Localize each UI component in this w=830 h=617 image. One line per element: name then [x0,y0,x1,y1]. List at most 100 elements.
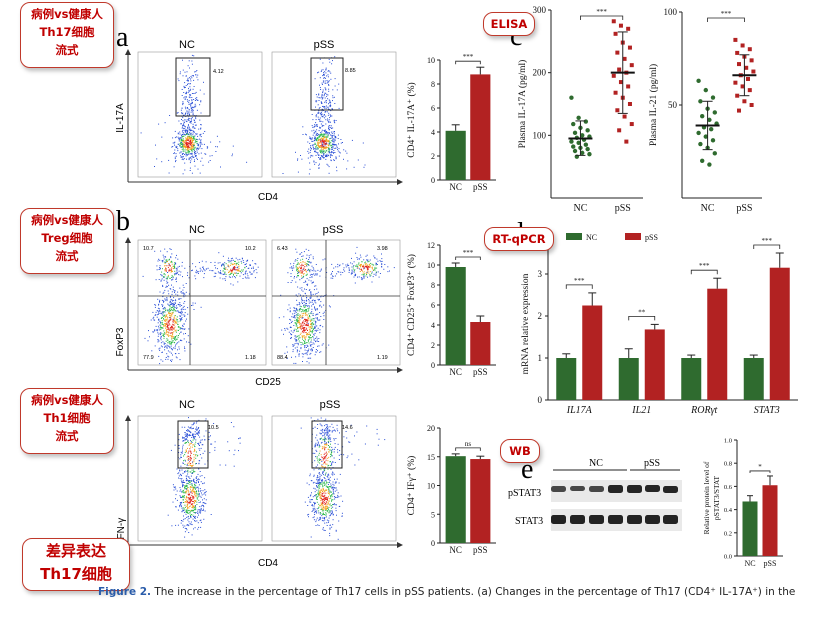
flow-dot [369,271,371,273]
flow-dot [333,473,335,475]
flow-dot [332,147,334,149]
flow-dot [238,266,240,268]
flow-dot [228,276,230,278]
flow-dot [329,446,331,448]
flow-dot [297,266,299,268]
flow-dot [331,423,333,425]
flow-dot [187,139,189,141]
flow-dot [340,142,342,144]
flow-dot [188,507,190,509]
flow-dot [177,272,179,274]
flow-dot [228,257,229,259]
flow-dot [317,445,319,447]
y-tick-label: 0 [431,361,435,370]
flow-dot [169,277,171,279]
flow-dot [384,264,386,265]
flow-dot [228,260,230,262]
flow-dot [317,153,319,155]
flow-dot [252,267,254,269]
flow-dot [179,318,181,320]
flow-dot [187,307,189,309]
flow-dot [333,448,335,450]
flow-dot [320,504,322,506]
flow-dot [330,110,332,112]
flow-dot [184,328,186,330]
flow-dot [325,100,327,102]
flow-dot [238,268,240,270]
flow-dot [184,459,186,461]
flow-dot [234,260,236,262]
flow-dot [313,129,315,131]
flow-dot [185,75,187,77]
flow-dot [334,131,335,132]
flow-dot [187,147,188,149]
flow-dot [180,474,182,476]
flow-dot [311,305,313,307]
flow-dot [189,126,190,128]
flow-dot [153,316,155,318]
flow-dot [167,324,169,326]
flow-dot [325,502,327,504]
flow-dot [210,514,212,515]
flow-dot [317,72,318,74]
flow-dot [158,279,160,280]
flow-dot [167,290,169,292]
flow-dot [228,265,230,267]
flow-dot [198,526,200,528]
flow-dot [188,87,189,89]
flow-dot [190,459,192,461]
flow-dot [190,156,192,158]
flow-dot [247,277,249,279]
flow-dot [366,268,368,270]
flow-dot [314,306,315,308]
flow-dot [310,501,312,503]
flow-dot [314,151,315,153]
flow-dot [197,431,199,433]
flow-dot [188,501,190,503]
flow-dot [185,501,187,503]
flow-dot [164,273,165,275]
flow-dot [175,356,177,358]
flow-dot [161,352,163,353]
flow-dot [181,491,183,493]
flow-dot [326,508,327,510]
flow-dot [160,279,162,281]
flow-dot [182,159,184,161]
flow-dot [304,263,306,265]
flow-dot [195,441,197,443]
flow-dot [314,130,316,132]
flow-dot [164,262,166,263]
flow-dot [175,300,177,302]
flow-dot [180,137,182,139]
flow-dot [317,442,319,444]
flow-dot [331,495,333,497]
flow-dot [329,155,331,157]
flow-dot [339,264,341,266]
flow-dot [326,511,328,513]
flow-dot [331,134,333,136]
flow-dot [372,276,374,278]
flow-dot [186,503,188,505]
flow-dot [186,524,188,526]
flow-dot [299,333,301,335]
flow-dot [174,330,176,332]
flow-dot [172,276,174,278]
flow-dot [315,100,317,102]
flow-dot [318,492,320,494]
flow-dot [308,318,310,320]
flow-dot [193,150,195,152]
flow-dot [184,426,186,428]
flow-dot [361,269,363,271]
x-tick-label: NC [449,367,462,377]
flow-dot [195,278,197,280]
flow-dot [324,136,326,138]
flow-dot [212,270,214,272]
flow-dot [163,301,165,302]
flow-dot [185,283,187,284]
flow-dot [367,267,368,269]
flow-dot [239,270,240,272]
flow-dot [317,461,319,463]
flow-dot [322,484,324,486]
flow-dot [301,298,303,300]
flow-dot [325,432,327,434]
